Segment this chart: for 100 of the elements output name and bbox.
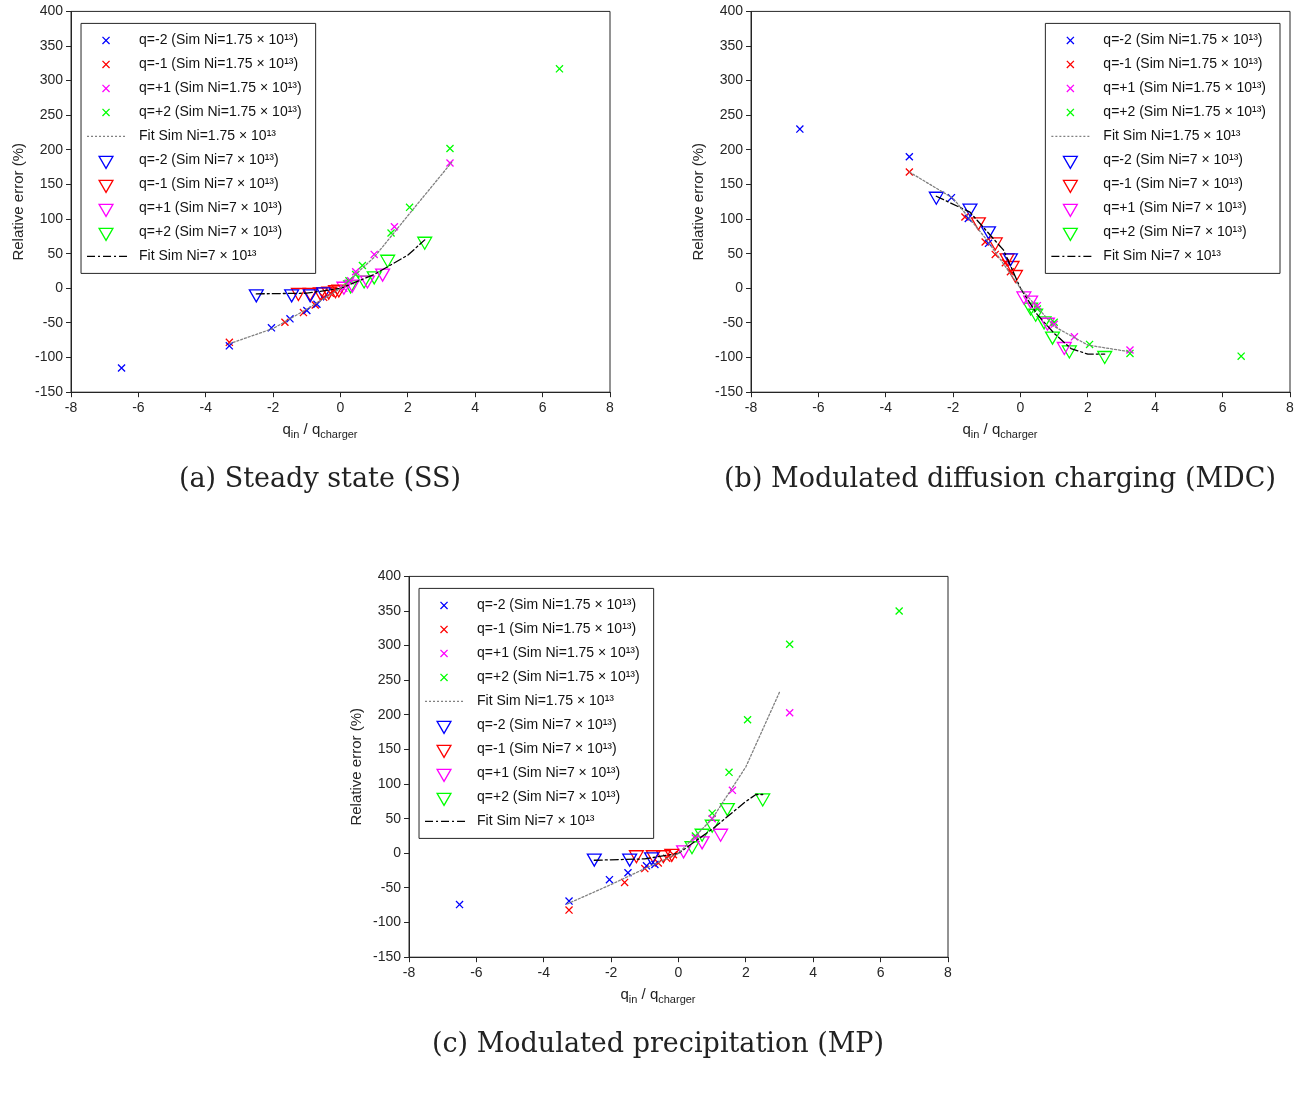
point [605,875,614,884]
y-tick-label: -100 [714,348,744,365]
point [267,323,276,332]
x-tick-label: 8 [944,964,953,981]
y-tick-label: 50 [385,809,402,826]
point [694,836,710,850]
x-tick-label: -8 [744,399,758,416]
y-tick-label: -50 [722,313,744,330]
legend-label: q=-2 (Sim Ni=1.75 × 10¹³) [1103,31,1263,48]
x-tick-label: 6 [876,964,885,981]
legend-label: q=+2 (Sim Ni=7 × 10¹³) [139,223,283,240]
x-tick-label: -6 [470,964,483,981]
point [1056,341,1072,356]
point [1125,349,1135,358]
y-axis-title: Relative error (%) [689,143,707,261]
point [785,708,794,717]
x-tick-label: -4 [879,399,893,416]
point [655,850,671,864]
point [970,217,986,231]
x-tick-label: 8 [1286,399,1295,416]
point [947,193,956,202]
legend-label: q=+2 (Sim Ni=1.75 × 10¹³) [1103,103,1267,120]
point [1097,350,1113,365]
point [719,803,735,817]
y-tick-label: -100 [34,348,64,365]
point [586,853,602,867]
point [1236,352,1246,361]
point [1125,345,1135,355]
point [960,212,970,222]
y-tick-label: 50 [47,244,64,261]
point [564,896,574,906]
point [284,289,300,303]
x-tick-label: -8 [64,399,78,416]
point [1004,260,1020,275]
y-tick-label: -50 [380,878,402,895]
x-tick-label: 2 [741,964,750,981]
point [1028,308,1044,322]
y-tick-label: 300 [39,71,64,88]
point [991,250,1000,259]
legend-label: q=+2 (Sim Ni=1.75 × 10¹³) [139,103,302,120]
point [1036,316,1052,330]
legend-label: q=+1 (Sim Ni=7 × 10¹³) [139,199,283,216]
x-tick-label: 8 [606,399,615,416]
point [1070,332,1079,341]
point [290,287,306,302]
x-tick-label: -2 [266,399,280,416]
y-tick-label: 200 [719,140,744,157]
point [743,715,752,724]
point [708,814,717,823]
point [713,828,729,842]
legend-label: q=+1 (Sim Ni=7 × 10¹³) [477,764,621,781]
point [248,289,264,303]
y-tick-label: 400 [719,2,744,19]
point [445,144,455,153]
point [366,271,382,285]
point [675,845,692,859]
point [964,214,973,223]
point [280,318,290,327]
y-tick-label: -150 [34,383,64,400]
legend-label: q=+1 (Sim Ni=1.75 × 10¹³) [139,79,302,96]
y-tick-label: 100 [39,209,64,226]
y-tick-label: 150 [39,175,64,192]
x-tick-label: 2 [403,399,412,416]
point [285,314,295,323]
point [380,254,396,268]
legend-label: Fit Sim Ni=7 × 10¹³ [139,247,257,264]
y-tick-label: 300 [719,71,744,88]
y-tick-label: 400 [39,2,64,19]
x-axis-title: q$_{in}$ / q$_{charger}$ [619,985,697,1005]
point [405,203,414,212]
point [1033,301,1042,310]
legend-label: q=-1 (Sim Ni=1.75 × 10¹³) [1103,55,1263,72]
text: (a) Steady state (SS) [177,462,463,493]
x-axis-title: q$_{in}$ / q$_{charger}$ [961,420,1039,440]
legend-label: q=-2 (Sim Ni=7 × 10¹³) [139,151,279,168]
x-axis-title: q$_{in}$ / q$_{charger}$ [281,420,359,440]
legend-label: Fit Sim Ni=1.75 × 10¹³ [477,692,615,709]
y-tick-label: 100 [377,774,402,791]
x-tick-label: 4 [1151,399,1160,416]
x-tick-label: 6 [1218,399,1227,416]
legend-label: q=+1 (Sim Ni=7 × 10¹³) [1103,199,1247,216]
y-tick-label: 0 [55,279,64,296]
x-tick-label: 2 [1083,399,1092,416]
x-tick-label: -6 [132,399,145,416]
x-tick-label: 0 [674,964,683,981]
legend-label: q=-2 (Sim Ni=7 × 10¹³) [1103,151,1244,168]
y-tick-label: 100 [719,209,744,226]
point [654,858,663,868]
point [1023,302,1039,316]
x-tick-label: -6 [812,399,825,416]
point [785,640,794,649]
point [694,828,710,842]
point [117,363,126,373]
y-tick-label: 250 [377,671,402,688]
x-tick-label: -4 [537,964,551,981]
point [417,236,433,250]
point [724,768,734,777]
point [894,606,904,616]
point [980,226,997,240]
point [1061,345,1077,359]
